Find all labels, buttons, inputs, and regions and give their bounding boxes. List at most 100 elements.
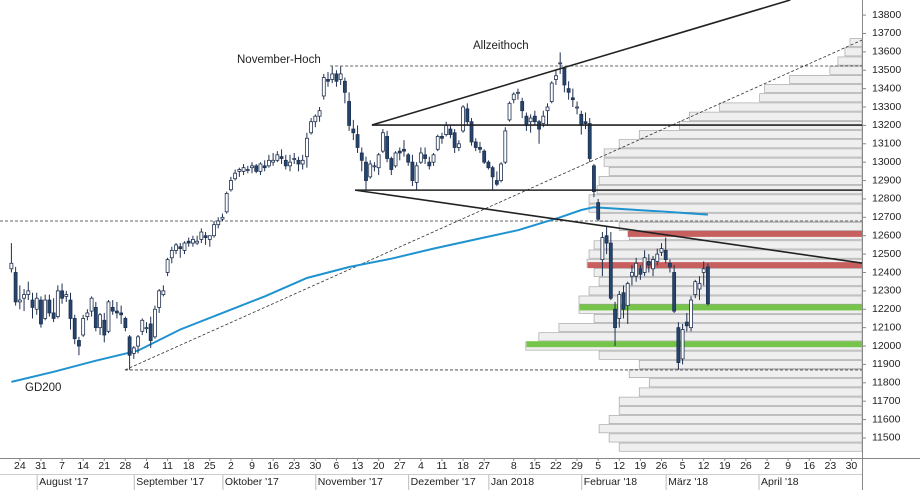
candle-body bbox=[119, 312, 124, 316]
candle-body bbox=[566, 88, 571, 93]
price-zone bbox=[526, 341, 862, 348]
annotation: November-Hoch bbox=[237, 54, 321, 66]
x-tick-label: 18 bbox=[183, 460, 195, 472]
candle-body bbox=[288, 161, 292, 167]
x-tick-label: 16 bbox=[267, 460, 279, 472]
candle-body bbox=[161, 290, 166, 295]
volume-profile-bar bbox=[764, 84, 862, 94]
y-tick-label: 12600 bbox=[872, 229, 901, 241]
volume-profile-bar bbox=[648, 378, 862, 388]
candle-body bbox=[195, 240, 200, 244]
y-tick-label: 13100 bbox=[872, 138, 901, 150]
x-tick-label: 18 bbox=[457, 460, 469, 472]
volume-profile-bar bbox=[593, 314, 862, 323]
candle-body bbox=[313, 115, 318, 123]
x-tick-label: 5 bbox=[595, 460, 601, 472]
candle-body bbox=[258, 163, 263, 172]
candle-body bbox=[355, 134, 360, 148]
volume-profile-bar bbox=[598, 212, 862, 222]
candle-body bbox=[372, 165, 377, 168]
volume-profile-bar bbox=[638, 387, 862, 397]
candle-body bbox=[123, 318, 128, 329]
candle-body bbox=[368, 163, 373, 178]
x-tick-label: 14 bbox=[77, 460, 89, 472]
x-tick-label: 25 bbox=[204, 460, 216, 472]
candle-body bbox=[233, 172, 238, 180]
axes: 11500 11600 11700 11800 11900 12000 12100 12200… bbox=[14, 9, 901, 490]
candle-body bbox=[562, 67, 567, 86]
candle-body bbox=[659, 248, 664, 253]
candle-body bbox=[342, 80, 347, 93]
candle-body bbox=[203, 235, 208, 238]
volume-profile-bar bbox=[618, 396, 862, 406]
x-tick-label: 27 bbox=[478, 460, 490, 472]
candle-body bbox=[532, 115, 537, 123]
x-tick-label: 20 bbox=[373, 460, 385, 472]
candle-body bbox=[157, 290, 162, 308]
candle-body bbox=[30, 299, 35, 308]
candle-body bbox=[452, 132, 457, 148]
candle-body bbox=[182, 242, 187, 251]
candle-body bbox=[600, 237, 605, 261]
candle-body bbox=[490, 167, 495, 178]
x-tick-label: 30 bbox=[309, 460, 321, 472]
candle-body bbox=[427, 161, 432, 167]
x-tick-label: 8 bbox=[511, 460, 517, 472]
candle-body bbox=[110, 307, 115, 312]
x-tick-label: 12 bbox=[613, 460, 625, 472]
candle-body bbox=[676, 327, 681, 363]
candle-body bbox=[693, 281, 698, 295]
candle-body bbox=[376, 154, 381, 169]
candle-body bbox=[81, 318, 86, 336]
candle-body bbox=[102, 319, 107, 336]
candle-body bbox=[148, 323, 153, 341]
y-tick-label: 12200 bbox=[872, 303, 901, 315]
candle-body bbox=[34, 297, 39, 310]
candle-body bbox=[93, 307, 98, 329]
x-tick-label: 9 bbox=[249, 460, 255, 472]
candle-body bbox=[22, 294, 26, 299]
candle-body bbox=[680, 329, 685, 360]
candle-body bbox=[402, 148, 406, 152]
y-tick-label: 12100 bbox=[872, 321, 901, 333]
volume-profile-bar bbox=[837, 56, 862, 66]
candle-body bbox=[482, 150, 487, 163]
volume-profile-bar bbox=[593, 240, 862, 250]
volume-profile-bar bbox=[578, 295, 862, 305]
candle-body bbox=[608, 242, 613, 299]
y-tick-label: 13200 bbox=[872, 119, 901, 131]
candle-body bbox=[397, 150, 402, 154]
x-tick-label: 26 bbox=[740, 460, 752, 472]
candle-body bbox=[229, 180, 233, 191]
candle-body bbox=[646, 261, 651, 266]
x-tick-label: 27 bbox=[394, 460, 406, 472]
candle-body bbox=[516, 91, 520, 94]
candle-body bbox=[554, 75, 558, 80]
volume-profile-bar bbox=[608, 415, 862, 424]
candle-body bbox=[9, 262, 14, 270]
candle-body bbox=[638, 268, 643, 275]
y-tick-label: 12800 bbox=[872, 193, 901, 205]
candle-body bbox=[558, 62, 563, 65]
candle-body bbox=[207, 235, 212, 240]
month-label: Jan 2018 bbox=[491, 476, 534, 488]
candle-body bbox=[494, 180, 499, 185]
volume-profile-bar bbox=[588, 203, 862, 213]
y-tick-label: 11900 bbox=[872, 358, 901, 370]
candle-body bbox=[39, 299, 43, 325]
candle-body bbox=[351, 128, 356, 134]
candle-body bbox=[85, 312, 90, 318]
candle-body bbox=[13, 272, 18, 303]
y-tick-label: 13500 bbox=[872, 64, 901, 76]
volume-profile-bar bbox=[618, 405, 862, 415]
candle-body bbox=[309, 121, 314, 134]
candle-body bbox=[668, 262, 672, 268]
x-tick-label: 15 bbox=[529, 460, 541, 472]
volume-profile-bar bbox=[628, 369, 862, 379]
y-tick-label: 13800 bbox=[872, 9, 901, 21]
volume-profile-bar bbox=[598, 176, 862, 185]
candle-body bbox=[549, 82, 554, 102]
x-tick-label: 5 bbox=[680, 460, 686, 472]
candle-body bbox=[51, 312, 56, 319]
